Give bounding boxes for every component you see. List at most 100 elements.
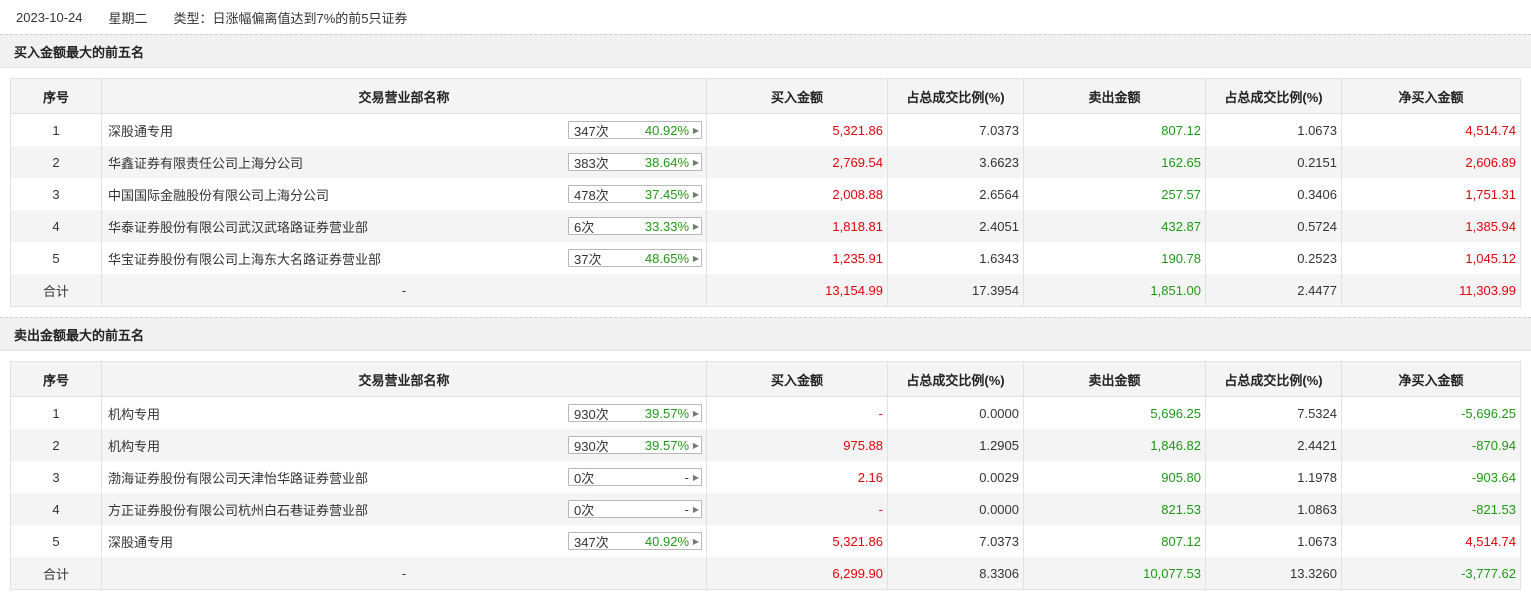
total-label: 合计 — [10, 274, 102, 307]
buy-amount: 975.88 — [706, 429, 888, 461]
listing-count: 478次 — [574, 187, 609, 203]
caret-right-icon: ▶ — [692, 125, 700, 135]
col-seq: 序号 — [10, 78, 102, 114]
listing-count-toggle[interactable]: 930次 39.57% ▶ — [568, 436, 702, 454]
sell-ratio: 1.0673 — [1205, 525, 1342, 557]
caret-right-icon: ▶ — [692, 504, 700, 514]
total-net-buy: -3,777.62 — [1341, 557, 1521, 590]
caret-right-icon: ▶ — [692, 157, 700, 167]
buy-ratio: 2.6564 — [887, 178, 1024, 210]
caret-right-icon: ▶ — [692, 221, 700, 231]
branch-name-wrap: 中国国际金融股份有限公司上海分公司 478次 37.45% ▶ — [106, 185, 702, 204]
col-sell-amount: 卖出金额 — [1023, 361, 1206, 397]
listing-up-ratio: - — [684, 469, 689, 485]
total-sell-ratio: 2.4477 — [1205, 274, 1342, 307]
branch-name-link[interactable]: 渤海证券股份有限公司天津怡华路证券营业部 — [108, 470, 369, 486]
row-branch-cell: 华泰证券股份有限公司武汉武珞路证券营业部 6次 33.33% ▶ — [101, 210, 707, 242]
row-seq: 5 — [10, 242, 102, 274]
sell-top5-table: 序号 交易营业部名称 买入金额 占总成交比例(%) 卖出金额 占总成交比例(%)… — [10, 361, 1521, 590]
listing-count-toggle[interactable]: 383次 38.64% ▶ — [568, 153, 702, 171]
listing-count-toggle[interactable]: 930次 39.57% ▶ — [568, 404, 702, 422]
table-row: 3 中国国际金融股份有限公司上海分公司 478次 37.45% ▶ 2,008.88 2.6… — [10, 178, 1521, 210]
listing-count-toggle[interactable]: 347次 40.92% ▶ — [568, 532, 702, 550]
sell-ratio: 2.4421 — [1205, 429, 1342, 461]
row-seq: 2 — [10, 146, 102, 178]
listing-count-toggle[interactable]: 478次 37.45% ▶ — [568, 185, 702, 203]
listing-up-ratio: 40.92% — [644, 122, 689, 138]
branch-name-link[interactable]: 中国国际金融股份有限公司上海分公司 — [108, 187, 330, 203]
row-seq: 5 — [10, 525, 102, 557]
table-row: 5 华宝证券股份有限公司上海东大名路证券营业部 37次 48.65% ▶ 1,235.91… — [10, 242, 1521, 274]
listing-up-ratio: 37.45% — [644, 186, 689, 202]
branch-name-link[interactable]: 机构专用 — [108, 406, 161, 422]
col-buy-ratio: 占总成交比例(%) — [887, 78, 1024, 114]
list-type: 类型：日涨幅偏离值达到7%的前5只证券 — [173, 10, 408, 26]
buy-amount: - — [706, 493, 888, 525]
listing-up-ratio: 38.64% — [644, 154, 689, 170]
row-seq: 4 — [10, 493, 102, 525]
table-row: 1 机构专用 930次 39.57% ▶ -0.0000 5,696.25 7.5324 -5,… — [10, 396, 1521, 429]
table-header-row: 序号 交易营业部名称 买入金额 占总成交比例(%) 卖出金额 占总成交比例(%)… — [10, 78, 1521, 114]
listing-count: 37次 — [574, 251, 602, 267]
sell-ratio: 0.3406 — [1205, 178, 1342, 210]
buy-amount: - — [706, 396, 888, 429]
branch-name-wrap: 渤海证券股份有限公司天津怡华路证券营业部 0次 - ▶ — [106, 468, 702, 487]
col-net-buy: 净买入金额 — [1341, 361, 1521, 397]
caret-right-icon: ▶ — [692, 472, 700, 482]
branch-name-wrap: 深股通专用 347次 40.92% ▶ — [106, 532, 702, 551]
sell-ratio: 0.5724 — [1205, 210, 1342, 242]
row-seq: 3 — [10, 178, 102, 210]
total-sell-amount: 1,851.00 — [1023, 274, 1206, 307]
listing-count-toggle[interactable]: 37次 48.65% ▶ — [568, 249, 702, 267]
listing-count-toggle[interactable]: 347次 40.92% ▶ — [568, 121, 702, 139]
branch-name-link[interactable]: 深股通专用 — [108, 123, 174, 139]
total-buy-ratio: 17.3954 — [887, 274, 1024, 307]
branch-name-link[interactable]: 华宝证券股份有限公司上海东大名路证券营业部 — [108, 251, 382, 267]
trade-date: 2023-10-24 — [16, 9, 83, 25]
buy-section-title: 买入金额最大的前五名 — [0, 34, 1531, 68]
branch-name-link[interactable]: 机构专用 — [108, 438, 161, 454]
col-net-buy: 净买入金额 — [1341, 78, 1521, 114]
row-branch-cell: 中国国际金融股份有限公司上海分公司 478次 37.45% ▶ — [101, 178, 707, 210]
listing-count-toggle[interactable]: 0次 - ▶ — [568, 500, 702, 518]
sell-amount: 1,846.82 — [1023, 429, 1206, 461]
row-seq: 1 — [10, 396, 102, 429]
listing-count: 347次 — [574, 534, 609, 550]
table-row: 4 方正证券股份有限公司杭州白石巷证券营业部 0次 - ▶ -0.0000 821.53 1.… — [10, 493, 1521, 525]
branch-name-link[interactable]: 深股通专用 — [108, 534, 174, 550]
sell-amount: 807.12 — [1023, 113, 1206, 146]
col-sell-ratio: 占总成交比例(%) — [1205, 78, 1342, 114]
buy-ratio: 7.0373 — [887, 113, 1024, 146]
total-name-dash: - — [101, 274, 707, 307]
net-buy-amount: 4,514.74 — [1341, 113, 1521, 146]
row-branch-cell: 机构专用 930次 39.57% ▶ — [101, 396, 707, 429]
total-row: 合计 -13,154.99 17.3954 1,851.00 2.4477 11,303.… — [10, 274, 1521, 307]
sell-amount: 905.80 — [1023, 461, 1206, 493]
col-sell-ratio: 占总成交比例(%) — [1205, 361, 1342, 397]
col-buy-ratio: 占总成交比例(%) — [887, 361, 1024, 397]
sell-ratio: 1.1978 — [1205, 461, 1342, 493]
row-branch-cell: 深股通专用 347次 40.92% ▶ — [101, 113, 707, 146]
sell-amount: 5,696.25 — [1023, 396, 1206, 429]
listing-up-ratio: - — [684, 501, 689, 517]
buy-ratio: 3.6623 — [887, 146, 1024, 178]
sell-amount: 821.53 — [1023, 493, 1206, 525]
sell-ratio: 1.0863 — [1205, 493, 1342, 525]
listing-count-toggle[interactable]: 6次 33.33% ▶ — [568, 217, 702, 235]
listing-count: 347次 — [574, 123, 609, 139]
sell-ratio: 0.2151 — [1205, 146, 1342, 178]
sell-amount: 257.57 — [1023, 178, 1206, 210]
col-buy-amount: 买入金额 — [706, 78, 888, 114]
total-row: 合计 -6,299.90 8.3306 10,077.53 13.3260 -3,777.… — [10, 557, 1521, 590]
sell-amount: 432.87 — [1023, 210, 1206, 242]
row-branch-cell: 华宝证券股份有限公司上海东大名路证券营业部 37次 48.65% ▶ — [101, 242, 707, 274]
branch-name-link[interactable]: 方正证券股份有限公司杭州白石巷证券营业部 — [108, 502, 369, 518]
col-branch-name: 交易营业部名称 — [101, 361, 707, 397]
branch-name-link[interactable]: 华鑫证券有限责任公司上海分公司 — [108, 155, 304, 171]
total-sell-amount: 10,077.53 — [1023, 557, 1206, 590]
branch-name-link[interactable]: 华泰证券股份有限公司武汉武珞路证券营业部 — [108, 219, 369, 235]
branch-name-wrap: 华鑫证券有限责任公司上海分公司 383次 38.64% ▶ — [106, 153, 702, 172]
caret-right-icon: ▶ — [692, 253, 700, 263]
row-seq: 3 — [10, 461, 102, 493]
listing-count-toggle[interactable]: 0次 - ▶ — [568, 468, 702, 486]
